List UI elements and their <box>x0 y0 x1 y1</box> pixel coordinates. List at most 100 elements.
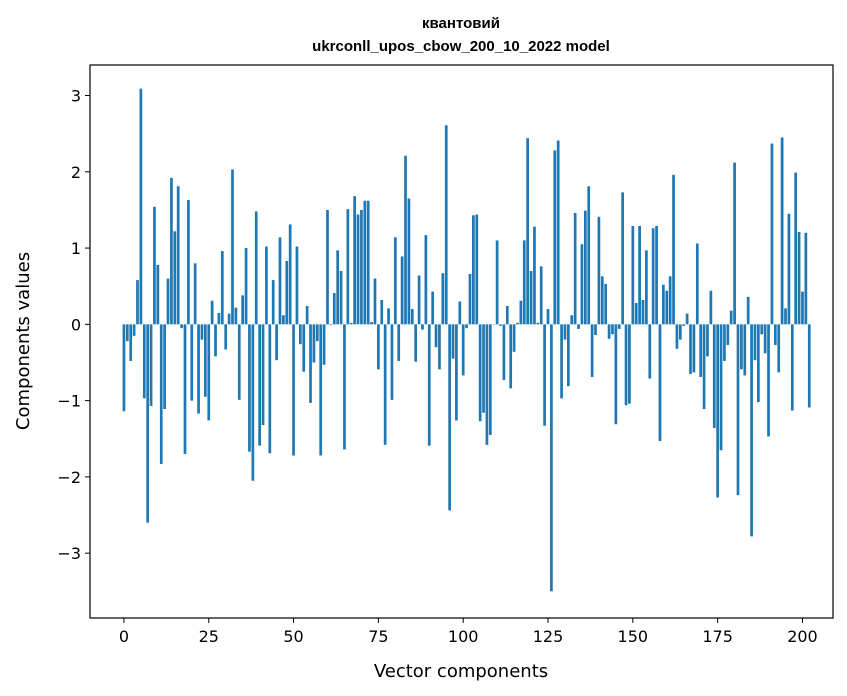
bar-104 <box>475 214 479 325</box>
y-tick-label: 0 <box>71 315 81 334</box>
bar-12 <box>163 324 166 410</box>
bar-158 <box>658 324 662 442</box>
y-axis-ticks: −3 −2 −1 0 1 2 3 <box>57 87 90 563</box>
y-tick-label: 3 <box>71 87 81 106</box>
bar-197 <box>790 324 794 411</box>
bar-94 <box>441 273 445 325</box>
bar-73 <box>370 322 373 325</box>
bar-168 <box>692 324 696 373</box>
bar-4 <box>136 280 139 325</box>
bar-15 <box>173 231 177 325</box>
bar-1 <box>125 324 129 342</box>
bar-116 <box>516 322 519 325</box>
bar-167 <box>689 324 692 374</box>
bar-154 <box>645 250 648 325</box>
bar-39 <box>254 211 258 325</box>
bar-23 <box>200 324 204 340</box>
bar-42 <box>265 246 268 325</box>
bar-103 <box>472 215 475 325</box>
bar-26 <box>210 300 214 325</box>
bar-125 <box>546 309 550 325</box>
bar-100 <box>461 324 465 376</box>
bar-72 <box>366 200 370 325</box>
bar-134 <box>577 324 580 329</box>
bar-119 <box>526 138 530 325</box>
bar-38 <box>251 324 255 481</box>
bar-97 <box>451 324 455 359</box>
bar-175 <box>716 324 719 498</box>
bar-5 <box>139 88 143 325</box>
bar-16 <box>176 186 180 325</box>
bar-37 <box>248 324 251 452</box>
bar-106 <box>482 324 485 413</box>
bar-52 <box>298 324 302 345</box>
bar-180 <box>733 162 736 325</box>
y-tick-label: −3 <box>57 544 81 563</box>
x-tick-label: 200 <box>787 627 818 646</box>
bar-190 <box>767 324 770 437</box>
bar-0 <box>122 324 126 412</box>
bar-28 <box>217 312 221 325</box>
chart-title-line1: квантовий <box>422 15 500 32</box>
bar-87 <box>417 275 421 325</box>
y-axis-label: Components values <box>13 252 34 430</box>
bar-156 <box>651 228 655 325</box>
bar-95 <box>444 125 448 325</box>
bar-126 <box>550 324 553 592</box>
bar-31 <box>227 313 231 325</box>
bar-57 <box>315 324 319 342</box>
bar-84 <box>407 198 411 325</box>
bar-149 <box>628 324 631 404</box>
bar-107 <box>485 324 489 445</box>
bar-129 <box>560 324 563 399</box>
bar-194 <box>780 137 784 325</box>
bar-195 <box>784 308 787 325</box>
bar-83 <box>404 155 407 325</box>
bar-201 <box>804 232 808 325</box>
bar-131 <box>567 324 570 387</box>
x-tick-label: 0 <box>119 627 129 646</box>
bar-17 <box>180 324 183 329</box>
bar-76 <box>380 299 384 325</box>
bar-128 <box>556 140 560 325</box>
bar-165 <box>682 324 686 326</box>
bar-82 <box>400 256 404 325</box>
bar-181 <box>736 324 740 496</box>
bar-202 <box>807 324 811 408</box>
bar-170 <box>699 324 703 377</box>
bar-43 <box>268 324 272 454</box>
bar-30 <box>224 324 228 350</box>
bar-188 <box>760 324 764 335</box>
bar-162 <box>672 174 675 325</box>
bar-159 <box>662 284 665 325</box>
x-axis-ticks: 0 25 50 75 100 125 150 175 200 <box>119 618 818 646</box>
bar-7 <box>146 324 150 523</box>
x-tick-label: 50 <box>283 627 303 646</box>
bar-124 <box>543 324 546 426</box>
bar-115 <box>512 324 516 352</box>
bar-161 <box>668 276 672 325</box>
x-axis-label: Vector components <box>374 661 548 682</box>
bar-19 <box>187 200 190 325</box>
bar-174 <box>712 324 716 429</box>
bar-114 <box>509 324 513 389</box>
bar-48 <box>285 261 289 325</box>
bar-102 <box>468 274 472 325</box>
bar-group <box>122 88 811 592</box>
bar-24 <box>203 324 207 397</box>
bar-112 <box>502 324 506 381</box>
bar-138 <box>590 324 594 377</box>
bar-147 <box>621 192 625 325</box>
bar-91 <box>431 291 435 325</box>
bar-69 <box>356 214 360 325</box>
bar-198 <box>794 172 798 325</box>
bar-81 <box>397 324 401 361</box>
bar-46 <box>278 237 282 325</box>
bar-199 <box>797 232 801 325</box>
bar-66 <box>346 209 350 325</box>
bar-3 <box>132 324 136 336</box>
bar-65 <box>343 324 346 450</box>
bar-118 <box>522 240 526 325</box>
bar-135 <box>580 244 584 325</box>
bar-85 <box>410 309 414 325</box>
